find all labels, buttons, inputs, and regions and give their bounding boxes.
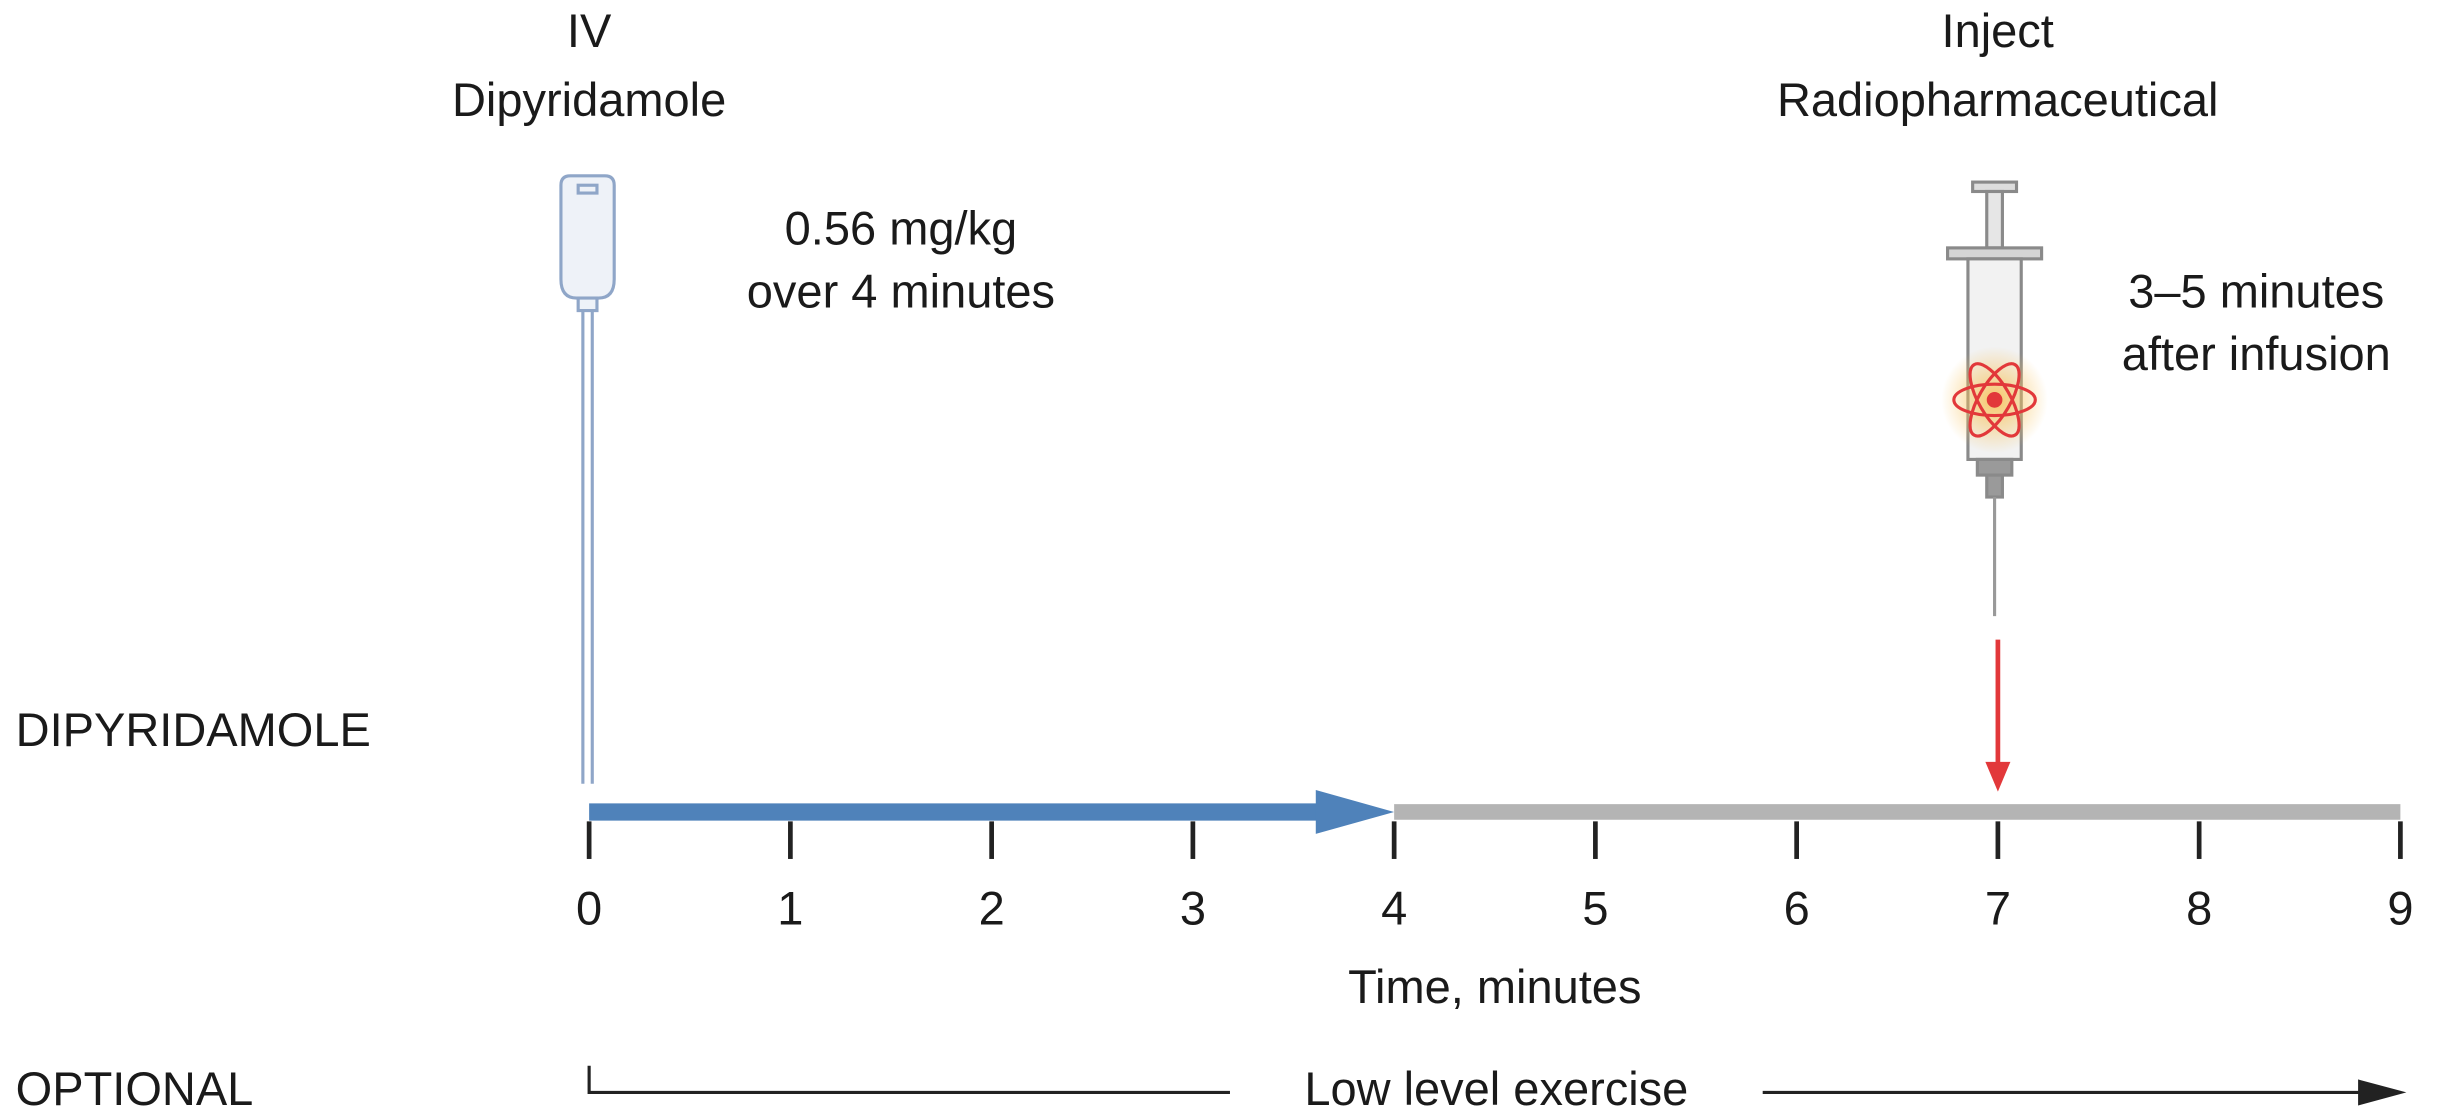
event-title: IV — [567, 4, 612, 57]
event-title: Inject — [1942, 4, 2054, 57]
tick-label: 6 — [1784, 882, 1810, 935]
syringe-icon — [1941, 180, 2048, 617]
injection-arrowhead — [1985, 761, 2011, 792]
tick-label: 0 — [576, 882, 602, 935]
event-title: Radiopharmaceutical — [1777, 73, 2219, 126]
iv-bag-icon — [559, 174, 616, 784]
row-label: DIPYRIDAMOLE — [16, 703, 371, 756]
timing-text: 3–5 minutes — [2128, 264, 2384, 317]
exercise-arrow — [587, 1065, 2407, 1106]
event-title: Dipyridamole — [452, 73, 726, 126]
tick-label: 7 — [1985, 882, 2011, 935]
dose-text: 0.56 mg/kg — [785, 202, 1018, 255]
tick-label: 4 — [1381, 882, 1407, 935]
label-background — [1229, 1065, 1763, 1110]
exercise-label: Low level exercise — [1304, 1062, 1688, 1110]
tick-label: 1 — [777, 882, 803, 935]
dose-text: over 4 minutes — [747, 264, 1055, 317]
tick-label: 8 — [2186, 882, 2212, 935]
infusion-arrowhead — [1315, 790, 1395, 834]
tick-label: 2 — [979, 882, 1005, 935]
row-label: OPTIONAL — [16, 1062, 254, 1110]
timing-text: after infusion — [2122, 327, 2391, 380]
tick-label: 3 — [1180, 882, 1206, 935]
tick-label: 5 — [1582, 882, 1608, 935]
axis-label: Time, minutes — [1348, 960, 1641, 1013]
tick-label: 9 — [2387, 882, 2413, 935]
